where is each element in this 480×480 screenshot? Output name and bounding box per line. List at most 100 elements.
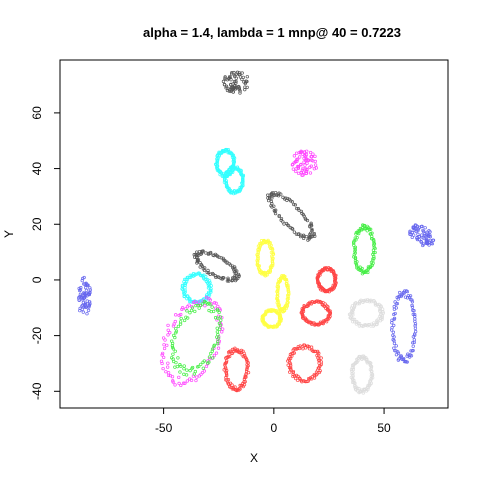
data-point bbox=[298, 155, 302, 159]
data-point bbox=[231, 191, 236, 196]
data-point bbox=[295, 206, 299, 211]
data-point bbox=[311, 321, 315, 325]
data-point bbox=[195, 375, 199, 379]
data-point bbox=[202, 359, 206, 363]
data-point bbox=[233, 274, 237, 278]
data-point bbox=[410, 235, 414, 240]
data-point bbox=[352, 255, 356, 259]
data-point bbox=[224, 86, 228, 90]
data-point bbox=[292, 230, 297, 234]
data-point bbox=[288, 226, 292, 230]
data-point bbox=[410, 305, 415, 309]
data-point bbox=[188, 311, 192, 315]
data-point bbox=[213, 274, 217, 278]
data-point bbox=[423, 226, 427, 230]
data-point bbox=[379, 312, 383, 316]
data-point bbox=[180, 307, 184, 311]
data-point bbox=[230, 71, 234, 75]
data-point bbox=[87, 305, 91, 309]
data-point bbox=[392, 323, 396, 328]
data-point bbox=[241, 178, 245, 182]
y-tick-label: 0 bbox=[30, 276, 44, 283]
data-point bbox=[286, 288, 290, 292]
data-point bbox=[78, 288, 83, 292]
data-point bbox=[204, 295, 209, 300]
data-point bbox=[225, 260, 229, 264]
data-point bbox=[310, 377, 314, 381]
data-point bbox=[217, 339, 221, 343]
data-point bbox=[305, 161, 309, 165]
data-point bbox=[271, 250, 275, 255]
data-point bbox=[226, 350, 231, 355]
data-point bbox=[211, 356, 215, 360]
data-point bbox=[354, 322, 359, 326]
data-point bbox=[242, 80, 246, 84]
data-point bbox=[353, 246, 357, 251]
data-point bbox=[428, 235, 432, 239]
data-point bbox=[285, 283, 289, 288]
data-point bbox=[358, 226, 363, 231]
data-point bbox=[372, 321, 376, 325]
data-point bbox=[177, 381, 181, 386]
data-point bbox=[170, 375, 175, 379]
data-point bbox=[300, 211, 304, 215]
y-tick-label: 40 bbox=[30, 162, 44, 176]
data-point bbox=[202, 369, 207, 373]
data-point bbox=[270, 205, 274, 209]
data-point bbox=[165, 343, 169, 348]
data-point bbox=[303, 163, 307, 167]
data-point bbox=[221, 258, 226, 262]
data-point bbox=[216, 346, 221, 350]
data-point bbox=[393, 300, 397, 304]
data-point bbox=[361, 223, 365, 227]
data-point bbox=[207, 360, 211, 364]
data-point bbox=[189, 378, 194, 382]
data-point bbox=[207, 308, 211, 313]
data-point bbox=[425, 230, 429, 234]
data-point bbox=[160, 353, 164, 357]
data-point bbox=[224, 84, 229, 88]
data-point bbox=[240, 77, 244, 82]
data-point bbox=[371, 252, 375, 257]
data-point bbox=[206, 252, 211, 256]
data-points bbox=[77, 70, 436, 395]
data-point bbox=[229, 82, 233, 87]
data-point bbox=[189, 300, 194, 304]
data-point bbox=[392, 341, 397, 346]
data-point bbox=[173, 335, 177, 340]
data-point bbox=[293, 376, 298, 381]
data-point bbox=[210, 347, 215, 351]
data-point bbox=[279, 216, 284, 221]
data-point bbox=[296, 165, 301, 169]
data-point bbox=[173, 365, 177, 369]
data-point bbox=[309, 235, 313, 239]
data-point bbox=[228, 172, 232, 177]
data-point bbox=[179, 383, 183, 388]
data-point bbox=[84, 282, 88, 286]
data-point bbox=[184, 373, 189, 377]
data-point bbox=[245, 75, 249, 79]
data-point bbox=[361, 300, 365, 304]
data-point bbox=[378, 307, 382, 311]
data-point bbox=[245, 85, 249, 90]
data-point bbox=[349, 367, 354, 372]
data-point bbox=[392, 305, 396, 309]
data-point bbox=[244, 369, 249, 374]
data-point bbox=[231, 266, 235, 270]
data-point bbox=[286, 359, 290, 363]
data-point bbox=[200, 274, 205, 278]
data-point bbox=[231, 90, 235, 94]
data-point bbox=[352, 240, 356, 244]
data-point bbox=[301, 236, 306, 240]
data-point bbox=[223, 77, 227, 82]
data-point bbox=[83, 291, 87, 296]
data-point bbox=[419, 224, 424, 229]
data-point bbox=[419, 239, 423, 244]
data-point bbox=[357, 300, 362, 304]
data-point bbox=[374, 319, 379, 323]
data-point bbox=[302, 150, 307, 154]
data-point bbox=[290, 163, 295, 167]
data-point bbox=[218, 315, 223, 319]
data-point bbox=[174, 331, 178, 335]
data-point bbox=[78, 288, 82, 293]
